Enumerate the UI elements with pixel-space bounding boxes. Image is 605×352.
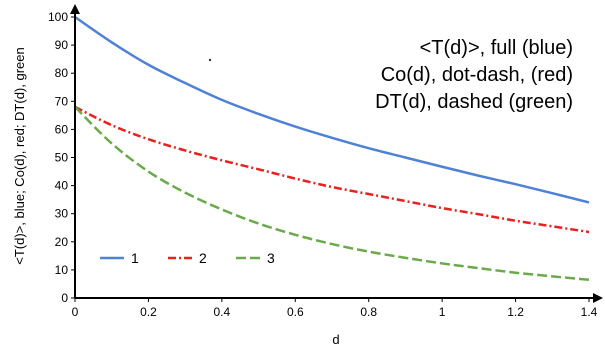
x-tick-label: 0.8 [360,305,377,319]
y-axis-arrow [70,4,80,14]
y-tick-label: 100 [48,10,68,24]
series-line-2 [74,105,590,234]
stray-dot [208,58,212,62]
x-tick-label: 1.4 [581,305,598,319]
y-tick-label: 80 [55,66,69,80]
x-axis-arrow [593,293,603,303]
x-tick-label: 0 [72,305,79,319]
series-line-3 [74,106,590,281]
y-tick-label: 20 [55,235,69,249]
x-axis-label: d [332,332,339,347]
legend-label-3: 3 [267,250,275,266]
legend-label-2: 2 [199,250,207,266]
x-axis-ticks: 0 0.2 0.4 0.6 0.8 1 1.2 1.4 [72,298,598,319]
legend-label-1: 1 [131,250,139,266]
x-tick-label: 1 [439,305,446,319]
y-tick-label: 90 [55,38,69,52]
y-axis-label: <T(d)>, blue; Co(d), red; DT(d), green [12,47,27,264]
y-tick-label: 30 [55,207,69,221]
y-tick-label: 50 [55,151,69,165]
series-lines [74,15,590,281]
series-line-1 [74,15,590,204]
y-tick-label: 10 [55,263,69,277]
y-tick-label: 40 [55,179,69,193]
y-axis-ticks: 0 10 20 30 40 50 60 70 80 90 100 [48,10,75,305]
x-tick-label: 1.2 [507,305,524,319]
y-tick-label: 70 [55,94,69,108]
y-tick-label: 60 [55,122,69,136]
x-tick-label: 0.6 [287,305,304,319]
y-tick-label: 0 [61,291,68,305]
x-tick-label: 0.4 [214,305,231,319]
x-tick-label: 0.2 [140,305,157,319]
axes [70,4,603,303]
annotation-blue: <T(d)>, full (blue) [420,37,573,59]
annotation-green: DT(d), dashed (green) [375,91,573,113]
legend: 1 2 3 [100,250,275,266]
annotation-red: Co(d), dot-dash, (red) [381,64,573,86]
